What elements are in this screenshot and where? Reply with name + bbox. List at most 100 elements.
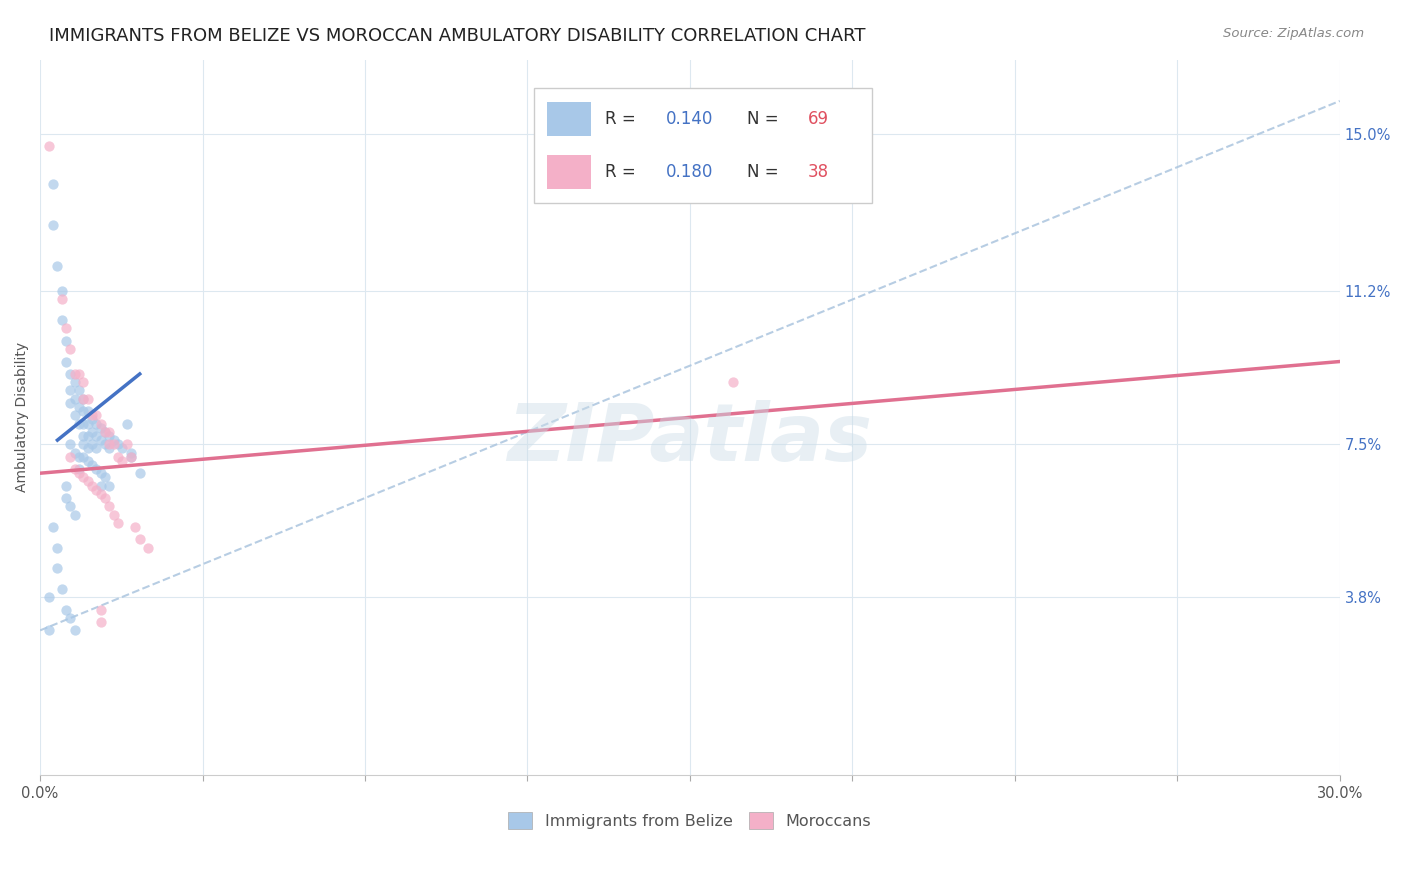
Point [76,392,98,406]
Point [103,433,125,447]
Point [42,177,65,191]
Point [63,462,86,476]
Point [59,396,82,410]
Point [138,541,160,555]
Point [94,491,117,505]
Point [38,139,60,153]
Point [63,445,86,459]
Text: ZIPatlas: ZIPatlas [508,400,873,478]
Point [55,478,77,492]
Point [94,425,117,439]
Point [103,508,125,522]
Point [98,442,121,456]
Point [107,450,129,464]
Point [98,437,121,451]
Point [107,437,129,451]
Point [42,520,65,534]
Point [59,384,82,398]
Point [67,450,90,464]
Text: Source: ZipAtlas.com: Source: ZipAtlas.com [1223,27,1364,40]
Point [46,561,69,575]
Point [51,293,73,307]
Point [59,500,82,514]
Point [72,417,94,431]
Point [82,412,104,426]
Point [86,462,108,476]
Point [128,466,150,480]
Point [115,417,138,431]
Point [59,611,82,625]
Point [59,367,82,381]
Point [72,392,94,406]
Text: IMMIGRANTS FROM BELIZE VS MOROCCAN AMBULATORY DISABILITY CORRELATION CHART: IMMIGRANTS FROM BELIZE VS MOROCCAN AMBUL… [49,27,866,45]
Point [59,437,82,451]
Point [82,478,104,492]
Point [90,466,112,480]
Point [76,442,98,456]
Point [90,420,112,434]
Point [55,603,77,617]
Point [120,450,142,464]
Point [63,375,86,389]
Point [94,425,117,439]
Point [59,342,82,356]
Point [76,404,98,418]
Point [94,470,117,484]
Point [98,429,121,443]
Point [86,442,108,456]
Point [103,437,125,451]
Point [63,624,86,638]
Point [86,483,108,497]
Point [55,334,77,348]
Point [76,417,98,431]
Point [67,384,90,398]
Point [90,487,112,501]
Point [111,442,134,456]
Point [55,321,77,335]
Point [72,450,94,464]
Point [723,375,745,389]
Point [111,454,134,468]
Point [72,375,94,389]
Point [120,445,142,459]
Point [55,354,77,368]
Point [63,508,86,522]
Point [82,409,104,423]
Point [90,615,112,629]
Point [76,454,98,468]
Point [72,437,94,451]
Point [98,500,121,514]
Point [42,218,65,232]
Point [63,367,86,381]
Point [46,260,69,274]
Point [51,284,73,298]
Point [38,591,60,605]
Point [67,367,90,381]
Point [51,313,73,327]
Point [107,516,129,530]
Point [128,533,150,547]
Point [124,520,146,534]
Point [51,582,73,596]
Point [82,425,104,439]
Point [72,470,94,484]
Point [38,624,60,638]
Point [67,466,90,480]
Point [98,478,121,492]
Point [115,437,138,451]
Point [63,409,86,423]
Point [67,462,90,476]
Point [94,437,117,451]
Point [82,437,104,451]
Point [67,400,90,414]
Point [55,491,77,505]
Point [120,450,142,464]
Point [59,450,82,464]
Y-axis label: Ambulatory Disability: Ambulatory Disability [15,343,30,492]
Point [76,475,98,489]
Point [90,433,112,447]
Point [63,392,86,406]
Point [90,478,112,492]
Point [86,429,108,443]
Point [90,603,112,617]
